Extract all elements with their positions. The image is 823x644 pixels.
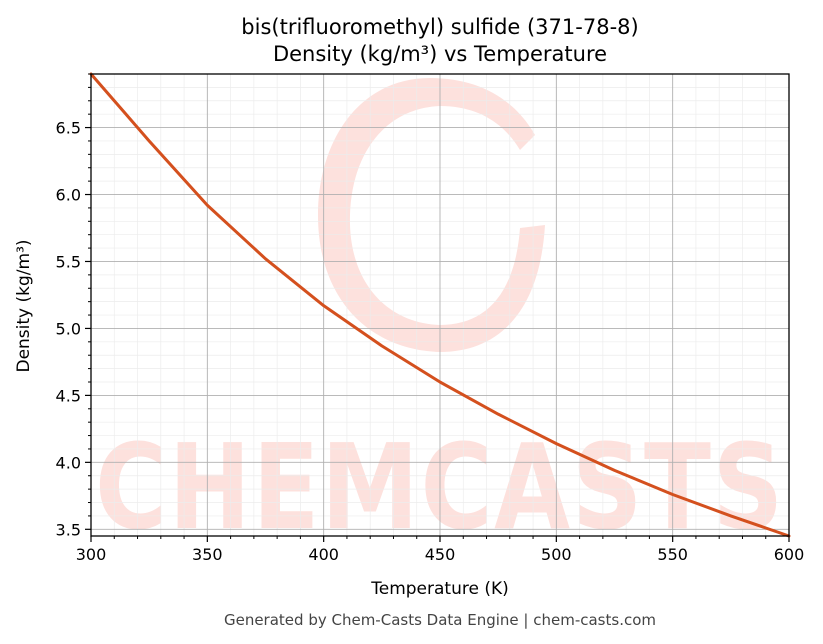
x-tick-label: 300 [76,545,107,564]
y-tick-label: 5.0 [56,319,81,338]
tick-labels: 300 350 400 450 500 550 600 3.5 4.0 4.5 5.0 5.5 6.0 6… [56,119,805,564]
x-tick-label: 350 [192,545,223,564]
y-tick-label: 6.0 [56,186,81,205]
x-axis-label: Temperature (K) [370,579,509,599]
watermark-text: CHEMCASTS [95,418,785,556]
y-tick-label: 4.0 [56,453,81,472]
y-axis-label: Density (kg/m³) [14,239,34,372]
y-tick-label: 4.5 [56,386,81,405]
y-tick-label: 6.5 [56,119,81,138]
axis-ticks [85,73,790,542]
footer-credit: Generated by Chem-Casts Data Engine | ch… [224,611,656,629]
y-tick-label: 5.5 [56,252,81,271]
chart-subtitle: Density (kg/m³) vs Temperature [273,42,607,66]
y-tick-label: 3.5 [56,520,81,539]
series-layer [89,72,791,538]
x-tick-label: 450 [425,545,456,564]
x-tick-label: 500 [541,545,572,564]
watermark: CHEMCASTS [95,78,785,556]
chart-title: bis(trifluoromethyl) sulfide (371-78-8) [241,15,638,39]
x-tick-label: 400 [308,545,339,564]
watermark-logo-ring [318,78,545,352]
series-line [89,72,791,538]
x-tick-label: 600 [774,545,805,564]
x-tick-label: 550 [657,545,688,564]
